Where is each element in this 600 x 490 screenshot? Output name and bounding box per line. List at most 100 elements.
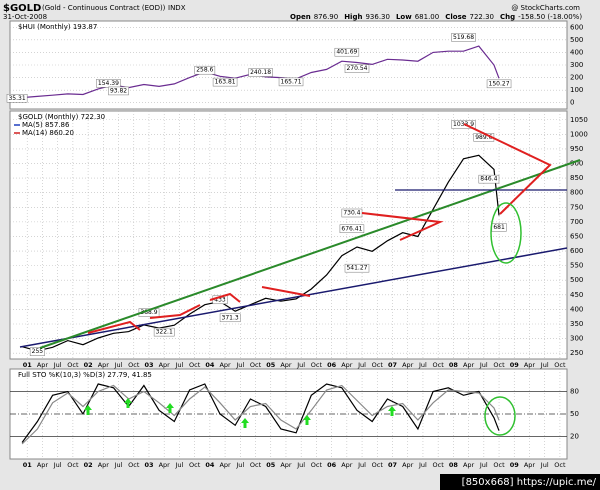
y-tick-label: 1050: [570, 116, 588, 124]
y-tick-label: 20: [570, 433, 579, 441]
x-tick-label: Apr: [219, 461, 231, 469]
annotation: 681: [493, 224, 505, 231]
x-tick-label: Jul: [418, 361, 427, 369]
y-tick-label: 750: [570, 203, 583, 211]
trendline: [463, 123, 552, 215]
annotation: 270.54: [346, 65, 367, 72]
x-tick-label: Oct: [554, 461, 566, 469]
arrow: [303, 415, 311, 425]
x-tick-label: Oct: [67, 461, 79, 469]
annotation: 35.31: [8, 95, 25, 102]
trendline: [261, 286, 311, 297]
x-tick-label: Apr: [280, 461, 292, 469]
signals: [84, 398, 396, 428]
x-tick-label: 04: [205, 461, 215, 469]
x-tick-label: Jul: [235, 461, 244, 469]
x-tick-label: Apr: [341, 361, 353, 369]
annotation: 258.6: [196, 67, 213, 74]
y-tick-label: 300: [570, 335, 583, 343]
y-tick-label: 350: [570, 320, 583, 328]
symbol: $GOLD: [3, 3, 41, 14]
annotation: 989.6: [475, 134, 492, 141]
annotation: 676.41: [341, 225, 362, 232]
y-tick-label: 800: [570, 189, 583, 197]
y-tick-label: 0: [570, 99, 574, 107]
x-tick-label: Jul: [175, 461, 184, 469]
annotation-box: [212, 77, 238, 87]
legend-entry: MA(14) 860.20: [22, 129, 74, 137]
x-tick-label: Oct: [311, 461, 323, 469]
y-tick-label: 300: [570, 61, 583, 69]
y-tick-label: 650: [570, 232, 583, 240]
panel: 250 300 350 400 450 500 550 600 650 700 750 800 850 9…: [10, 111, 588, 369]
annotation: 322.1: [156, 329, 173, 336]
y-tick-label: 500: [570, 36, 583, 44]
x-tick-label: 02: [84, 361, 93, 369]
x-tick-label: Oct: [554, 361, 566, 369]
x-tick-label: Apr: [402, 461, 414, 469]
annotation-box: [194, 65, 216, 75]
highlight: [484, 396, 516, 436]
quote-value: 681.00: [415, 13, 440, 21]
annotation: 371.3: [222, 314, 239, 321]
date: 31-Oct-2008: [3, 13, 47, 21]
arrow: [166, 403, 174, 413]
trendline: [87, 320, 141, 334]
x-tick-label: Apr: [524, 461, 536, 469]
y-tick-label: 200: [570, 74, 583, 82]
annotation: 150.27: [489, 80, 510, 87]
x-tick-label: Apr: [280, 361, 292, 369]
panel-title: $GOLD (Monthly) 722.30: [18, 113, 105, 121]
series-line: [21, 383, 500, 443]
panel-gold: [9, 110, 568, 360]
annotation-box: [108, 86, 129, 96]
annotation-box: [248, 68, 273, 77]
footer: [850x668] https://upic.me/: [462, 477, 597, 488]
quote-label: High: [344, 13, 362, 21]
annotation: 730.4: [343, 210, 360, 217]
x-tick-label: Jul: [479, 361, 488, 369]
trendline: [361, 212, 444, 241]
y-tick-label: 80: [570, 388, 579, 396]
legend-entry: MA(5) 857.86: [22, 121, 70, 129]
y-tick-label: 50: [570, 410, 579, 418]
x-tick-label: Apr: [402, 361, 414, 369]
quote-label: Low: [396, 13, 412, 21]
x-tick-label: 07: [388, 361, 397, 369]
arrow: [84, 405, 92, 415]
trendline: [39, 159, 581, 349]
watermark: @ StockCharts.com: [511, 4, 580, 12]
trendlines: [19, 123, 581, 436]
x-tick-label: 06: [327, 461, 337, 469]
x-tick-label: Oct: [372, 461, 384, 469]
annotation: 154.39: [98, 80, 119, 87]
y-tick-label: 550: [570, 262, 583, 270]
series-line: [21, 384, 500, 445]
x-tick-label: Oct: [493, 461, 505, 469]
x-tick-label: Oct: [189, 461, 201, 469]
x-tick-label: 05: [266, 361, 276, 369]
annotation: 255: [32, 348, 44, 355]
x-tick-label: 01: [23, 361, 33, 369]
x-tick-label: Oct: [372, 361, 384, 369]
x-tick-label: Oct: [311, 361, 323, 369]
y-tick-label: 850: [570, 174, 583, 182]
footer-bg: [440, 474, 600, 490]
exchange: INDX: [168, 4, 186, 12]
x-tick-label: Jul: [53, 461, 62, 469]
x-tick-label: Apr: [341, 461, 353, 469]
panel-title: $HUI (Monthly) 193.87: [18, 23, 97, 31]
x-tick-label: 03: [144, 361, 153, 369]
y-tick-label: 400: [570, 48, 583, 56]
arrow: [124, 398, 132, 408]
x-tick-label: Apr: [463, 461, 475, 469]
x-tick-label: Jul: [357, 361, 366, 369]
x-tick-label: Oct: [128, 461, 140, 469]
annotation: 93.82: [110, 87, 127, 94]
trendline: [149, 304, 201, 319]
annotation-box: [344, 263, 370, 273]
x-tick-label: 08: [449, 461, 459, 469]
x-tick-label: Oct: [128, 361, 140, 369]
x-tick-label: 03: [144, 461, 153, 469]
x-tick-label: 09: [510, 461, 520, 469]
